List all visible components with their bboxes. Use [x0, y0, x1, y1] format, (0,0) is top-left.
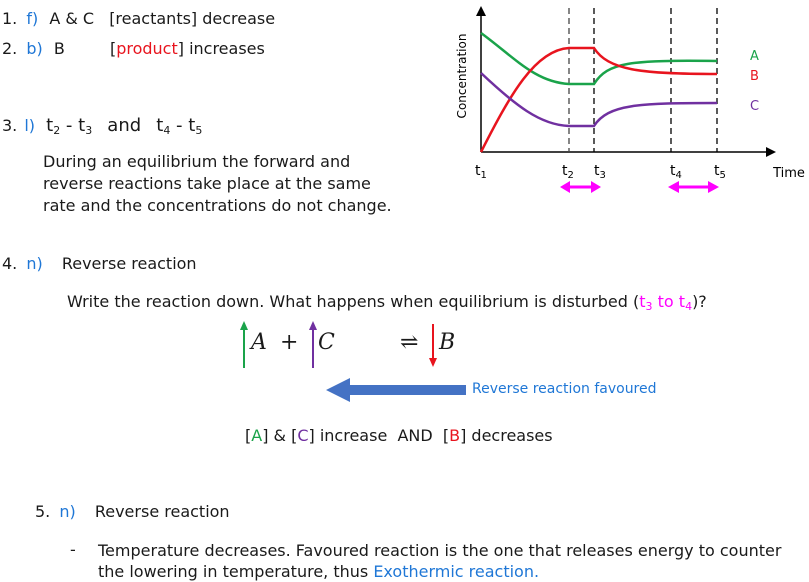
question-5: 5. n) Reverse reaction: [35, 502, 230, 521]
q5-number: 5.: [35, 502, 51, 521]
q5-answer-letter: n): [59, 502, 76, 521]
tick-t3: t3: [594, 163, 606, 181]
q2-product-word: product: [116, 39, 178, 58]
q5-exothermic: Exothermic reaction.: [373, 562, 540, 581]
summary-b: B: [449, 426, 461, 445]
tick-t2: t2: [562, 163, 574, 181]
q5-explanation: Temperature decreases. Favoured reaction…: [98, 541, 782, 581]
summary-c: C: [297, 426, 309, 445]
question-2: 2. b) B [product] increases: [2, 39, 265, 58]
q3-answer-letter: l): [24, 116, 36, 135]
equilibrium-arrow-t4-t5: [668, 181, 719, 193]
tick-t4: t4: [670, 163, 682, 181]
legend-a: A: [750, 49, 759, 64]
question-4: 4. n) Reverse reaction: [2, 254, 197, 273]
summary-a: A: [251, 426, 263, 445]
q2-species: B: [53, 39, 65, 58]
q2-answer-letter: b): [26, 39, 43, 58]
eq-plus: +: [280, 330, 299, 355]
q4-prompt: Write the reaction down. What happens wh…: [67, 292, 707, 313]
q1-answer-text: [reactants] decrease: [109, 9, 276, 28]
q4-answer-title: Reverse reaction: [61, 254, 197, 273]
legend-c: C: [750, 99, 759, 114]
q3-range-1: t2 - t3: [46, 115, 93, 137]
legend-b: B: [750, 69, 759, 84]
eq-equilibrium-arrow: ⇌: [400, 330, 419, 355]
question-1: 1. f) A & C [reactants] decrease: [2, 9, 275, 28]
series-c-line: [480, 72, 718, 128]
eq-species-a: A: [251, 330, 267, 355]
q4-answer-letter: n): [26, 254, 43, 273]
q5-answer-title: Reverse reaction: [94, 502, 230, 521]
reaction-equation-arrows: [240, 321, 437, 368]
eq-species-b: B: [439, 330, 456, 355]
y-axis-arrowhead: [476, 6, 486, 16]
q3-explanation: During an equilibrium the forward and re…: [43, 152, 392, 215]
y-axis-label: Concentration: [455, 34, 469, 119]
question-3: 3. l) t2 - t3 and t4 - t5: [2, 115, 202, 137]
concentration-time-chart: Concentration Time A B C t1 t2 t3 t4 t5: [455, 6, 805, 193]
series-b-line: [479, 46, 718, 153]
q3-and: and: [107, 115, 142, 136]
q3-range-2: t4 - t5: [156, 115, 203, 137]
series-a-line: [480, 31, 718, 86]
q4-prompt-times: t3 to t4: [639, 292, 693, 313]
q1-answer-letter: f): [26, 9, 39, 28]
q5-bullet: -: [70, 540, 76, 559]
eq-species-c: C: [318, 330, 335, 355]
reverse-reaction-arrow: [326, 378, 466, 402]
q1-number: 1.: [2, 9, 18, 28]
q4-summary: [A] & [C] increase AND [B] decreases: [245, 426, 553, 445]
q2-number: 2.: [2, 39, 18, 58]
tick-t1: t1: [475, 163, 487, 181]
q1-species: A & C: [49, 9, 95, 28]
q3-number: 3.: [2, 116, 18, 135]
x-axis-arrowhead: [766, 147, 776, 157]
tick-t5: t5: [714, 163, 726, 181]
q2-answer-text: [product] increases: [109, 39, 265, 58]
q4-number: 4.: [2, 254, 18, 273]
x-axis-label: Time: [772, 166, 805, 181]
equilibrium-arrow-t2-t3: [560, 181, 601, 193]
reverse-reaction-label: Reverse reaction favoured: [472, 381, 657, 397]
